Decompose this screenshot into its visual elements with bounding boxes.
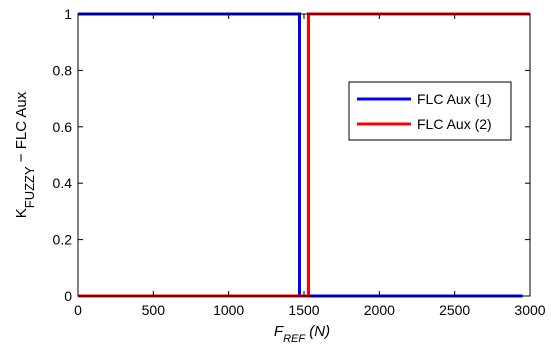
- plot-background: [78, 14, 530, 296]
- y-tick-label: 0.2: [53, 232, 73, 248]
- y-axis-label-suffix: − FLC Aux: [13, 91, 30, 166]
- y-axis-label: KFUZZY − FLC Aux: [13, 91, 37, 218]
- y-tick-label: 0.8: [53, 62, 73, 78]
- x-tick-label: 3000: [514, 302, 545, 318]
- y-tick-label: 1: [64, 6, 72, 22]
- x-tick-label: 500: [142, 302, 166, 318]
- y-tick-label: 0: [64, 288, 72, 304]
- y-axis-label-subscript: FUZZY: [22, 166, 37, 208]
- x-tick-label: 2000: [364, 302, 395, 318]
- x-tick-label: 1500: [288, 302, 319, 318]
- legend: FLC Aux (1) FLC Aux (2): [348, 81, 512, 141]
- y-tick-label: 0.6: [53, 119, 73, 135]
- axis-labels: FREF (N) KFUZZY − FLC Aux: [13, 91, 330, 344]
- y-tick-label: 0.4: [53, 175, 73, 191]
- plot-area: [78, 14, 530, 296]
- axes-layer: 0 500 1000 1500 2000 2500 3000 0 0.2 0.4 0.6 0.8 1: [53, 6, 546, 318]
- x-tick-label: 0: [74, 302, 82, 318]
- legend-label-1: FLC Aux (1): [417, 91, 492, 107]
- x-tick-label: 1000: [213, 302, 244, 318]
- x-tick-label: 2500: [439, 302, 470, 318]
- legend-box: [348, 81, 512, 141]
- x-axis-label-main: F: [274, 323, 284, 340]
- x-axis-label-subscript: REF: [283, 333, 306, 344]
- y-axis-label-main: K: [13, 208, 30, 218]
- x-axis-label: FREF (N): [274, 323, 330, 344]
- legend-label-2: FLC Aux (2): [417, 116, 492, 132]
- x-axis-label-unit: (N): [305, 323, 330, 340]
